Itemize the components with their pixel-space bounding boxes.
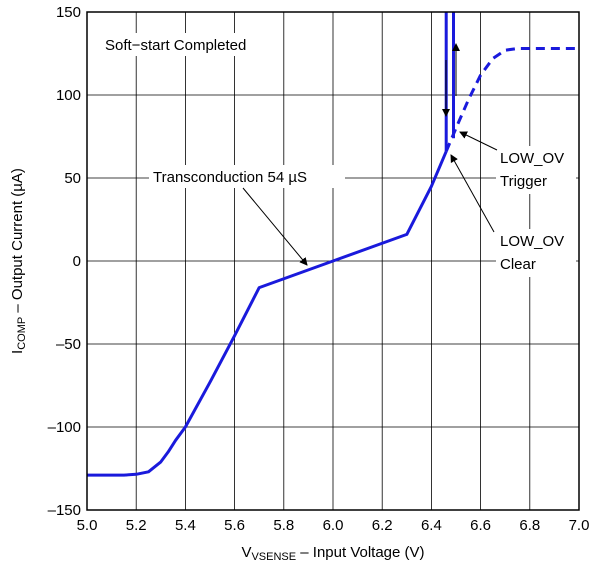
trigger-arrow [459,131,498,151]
tick-labels: 5.0 5.2 5.4 5.6 5.8 6.0 6.2 6.4 6.6 6.8 7.0 –150 –10… [48,4,590,534]
clear-label-line2: Clear [500,256,536,273]
x-tick-label: 5.8 [273,517,294,534]
transconductance-bg [149,165,345,188]
y-tick-label: 50 [64,170,81,187]
x-tick-label: 6.4 [421,517,442,534]
y-tick-label: 150 [56,4,81,21]
x-tick-label: 6.2 [372,517,393,534]
x-tick-label: 5.2 [126,517,147,534]
y-tick-label: –150 [48,502,81,519]
transconductance-label: Transconduction 54 µS [153,169,307,186]
trigger-bg [496,146,576,194]
x-tick-label: 7.0 [569,517,590,534]
x-tick-label: 5.4 [175,517,196,534]
annotations: Soft−start Completed Transconduction 54 … [101,33,576,277]
trigger-label-line2: Trigger [500,173,547,190]
clear-arrow [450,154,495,233]
x-tick-label: 5.6 [224,517,245,534]
transconductance-arrow [242,187,308,266]
x-tick-label: 6.0 [323,517,344,534]
clear-bg [496,229,576,277]
x-tick-label: 6.6 [470,517,491,534]
y-axis-label: ICOMP – Output Current (µA) [9,168,28,354]
y-tick-label: 100 [56,87,81,104]
series-line-0 [87,150,448,477]
x-tick-label: 6.8 [519,517,540,534]
trigger-label-line1: LOW_OV [500,150,564,167]
y-tick-label: 0 [73,253,81,270]
x-axis-label: VVSENSE – Input Voltage (V) [241,544,424,563]
series-line-dashed [444,47,579,152]
note-bg [101,33,277,56]
y-tick-label: –100 [48,419,81,436]
soft-start-note: Soft−start Completed [105,37,246,54]
x-tick-label: 5.0 [77,517,98,534]
y-tick-label: –50 [56,336,81,353]
plot-frame [86,11,580,511]
clear-label-line1: LOW_OV [500,233,564,250]
